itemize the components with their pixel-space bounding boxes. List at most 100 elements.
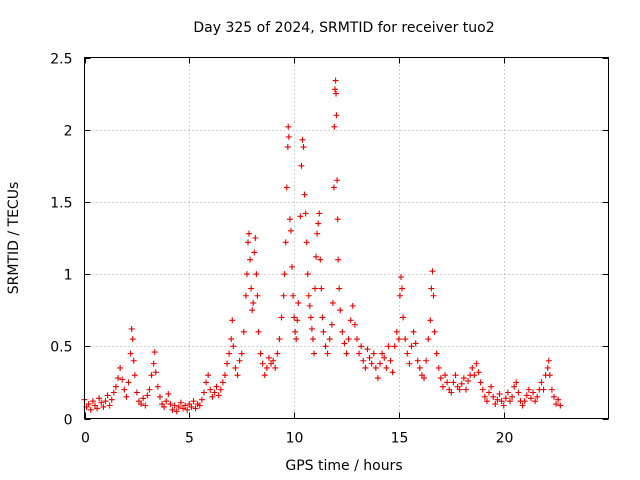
data-point (345, 336, 352, 343)
data-point (309, 336, 316, 343)
data-point (85, 401, 92, 408)
data-point (251, 249, 258, 256)
data-point (119, 376, 126, 383)
data-point (248, 285, 255, 292)
data-point (161, 403, 168, 410)
data-point (292, 328, 299, 335)
data-point (290, 292, 297, 299)
data-point (458, 380, 465, 387)
data-point (240, 328, 247, 335)
data-point (303, 239, 310, 246)
data-point (177, 399, 184, 406)
y-tick-label: 0.5 (50, 340, 72, 356)
data-point (252, 235, 259, 241)
data-point (408, 343, 415, 350)
data-point (184, 406, 191, 413)
data-point (150, 360, 157, 367)
data-point (399, 285, 406, 292)
data-point (337, 307, 344, 314)
data-point (428, 285, 435, 292)
data-point (250, 299, 257, 306)
data-point (215, 392, 222, 399)
data-point (460, 375, 467, 382)
data-point (213, 383, 220, 390)
data-point (328, 321, 335, 328)
data-point (211, 389, 218, 396)
data-point (221, 372, 228, 379)
data-point (123, 393, 130, 400)
data-point (316, 210, 323, 217)
data-point (319, 314, 326, 321)
data-point (406, 360, 413, 367)
data-point (404, 350, 411, 357)
grid (84, 57, 609, 419)
data-point (506, 398, 513, 405)
data-point (329, 299, 336, 306)
data-point (389, 369, 396, 376)
data-point (278, 314, 285, 321)
data-point (165, 390, 172, 397)
data-point (285, 123, 292, 130)
data-point (532, 398, 539, 405)
data-point (110, 389, 117, 396)
data-point (530, 389, 537, 396)
data-point (410, 328, 417, 335)
data-point (175, 403, 182, 410)
data-point (173, 408, 180, 415)
data-point (353, 336, 360, 343)
data-point (387, 357, 394, 364)
data-point (347, 317, 354, 324)
data-point (527, 395, 534, 402)
data-point (129, 336, 136, 343)
data-point (332, 77, 339, 84)
data-point (555, 396, 562, 403)
data-point (423, 357, 430, 364)
data-point (217, 386, 224, 393)
data-point (381, 354, 388, 361)
plot-frame (84, 57, 609, 419)
data-point (343, 350, 350, 357)
data-point (196, 402, 203, 409)
data-point (469, 364, 476, 371)
data-point (557, 402, 564, 409)
data-point (255, 328, 262, 335)
data-point (546, 372, 553, 379)
data-point (234, 372, 241, 379)
data-point (131, 372, 138, 379)
data-point (366, 354, 373, 361)
data-point (450, 379, 457, 386)
data-point (336, 285, 343, 292)
data-point (521, 398, 528, 405)
data-point (385, 343, 392, 350)
x-tick-label: 15 (391, 431, 409, 447)
data-point (246, 230, 253, 237)
data-point (169, 406, 176, 413)
data-point (247, 256, 254, 263)
data-point (465, 377, 472, 384)
data-point (302, 210, 309, 217)
data-point (368, 360, 375, 367)
data-point (140, 395, 147, 402)
data-point (151, 349, 158, 356)
data-point (374, 375, 381, 382)
data-point (112, 383, 119, 390)
data-point (456, 386, 463, 393)
data-point (351, 321, 358, 328)
data-point (397, 273, 404, 280)
data-point (358, 343, 365, 350)
data-point (395, 336, 402, 343)
data-point (333, 90, 340, 97)
data-point (429, 268, 436, 275)
data-point (128, 325, 135, 332)
data-point (416, 364, 423, 371)
data-point (307, 314, 314, 321)
data-point (479, 386, 486, 393)
data-point (452, 372, 459, 379)
data-point (331, 86, 338, 93)
data-point (192, 405, 199, 412)
data-point (236, 357, 243, 364)
data-point (280, 292, 287, 299)
data-point (261, 372, 268, 379)
data-point (133, 389, 140, 396)
data-point (490, 393, 497, 400)
